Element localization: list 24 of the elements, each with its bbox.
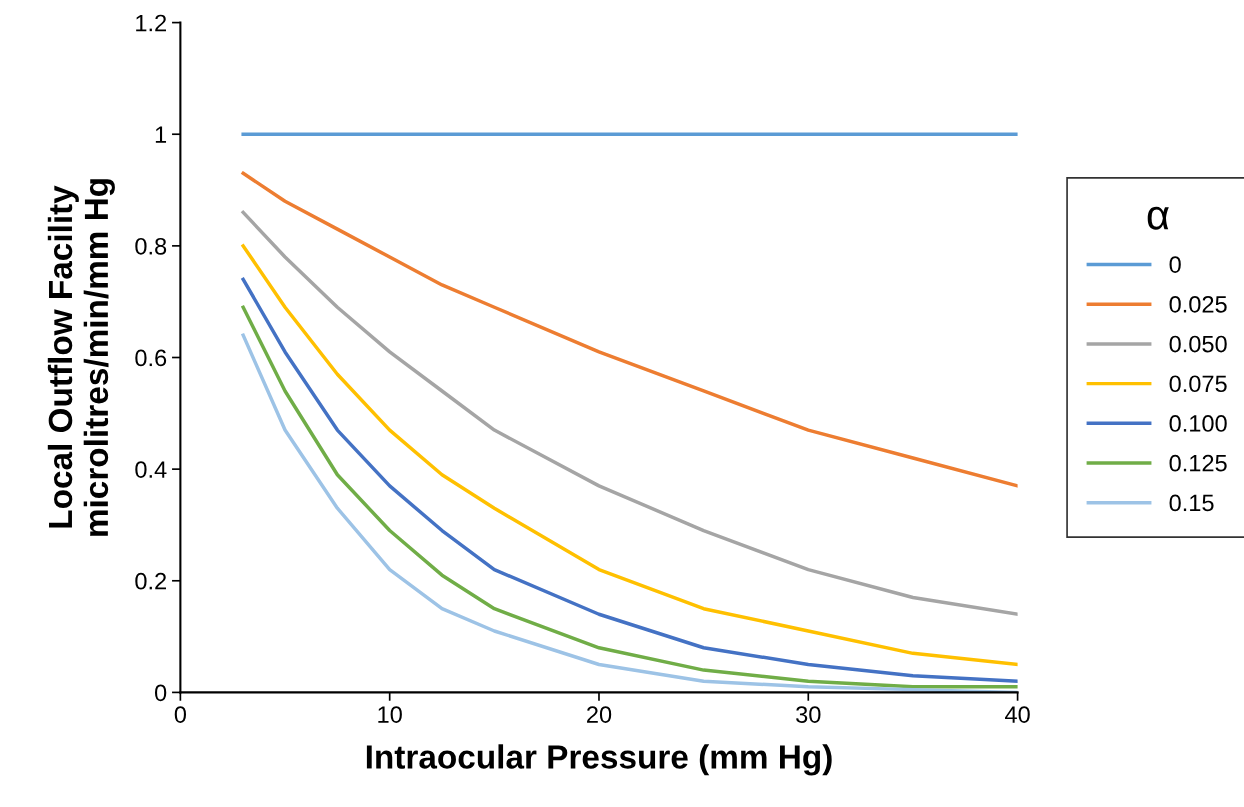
x-axis-title: Intraocular Pressure (mm Hg) [366, 744, 832, 776]
y-tick-label: 0.2 [135, 572, 166, 590]
legend-title: α [1147, 206, 1169, 230]
line-series [241, 171, 1018, 488]
legend-label: 0 [1169, 256, 1181, 273]
y-tick-label: 1.2 [136, 14, 166, 32]
legend-label: 0.15 [1169, 494, 1214, 512]
x-tick-label: 40 [1005, 706, 1030, 723]
legend-label: 0.025 [1169, 295, 1227, 313]
y-tick-label: 0.8 [135, 237, 167, 255]
legend-label: 0.050 [1169, 335, 1227, 353]
x-tick-label: 20 [587, 706, 612, 723]
y-tick-label: 1 [155, 126, 167, 143]
legend-label: 0.100 [1169, 415, 1227, 432]
legend-label: 0.075 [1169, 375, 1227, 393]
y-tick-label: 0.6 [135, 349, 167, 367]
line-series [241, 210, 1018, 616]
x-tick-label: 30 [796, 706, 821, 723]
x-tick-label: 0 [174, 706, 187, 723]
legend-label: 0.125 [1169, 454, 1227, 472]
y-axis-title: Local Outflow Facility microlitres/min/mm Hg [47, 179, 115, 536]
y-tick-label: 0 [154, 684, 167, 702]
y-tick-label: 0.4 [135, 461, 167, 478]
x-tick-label: 10 [378, 706, 402, 723]
